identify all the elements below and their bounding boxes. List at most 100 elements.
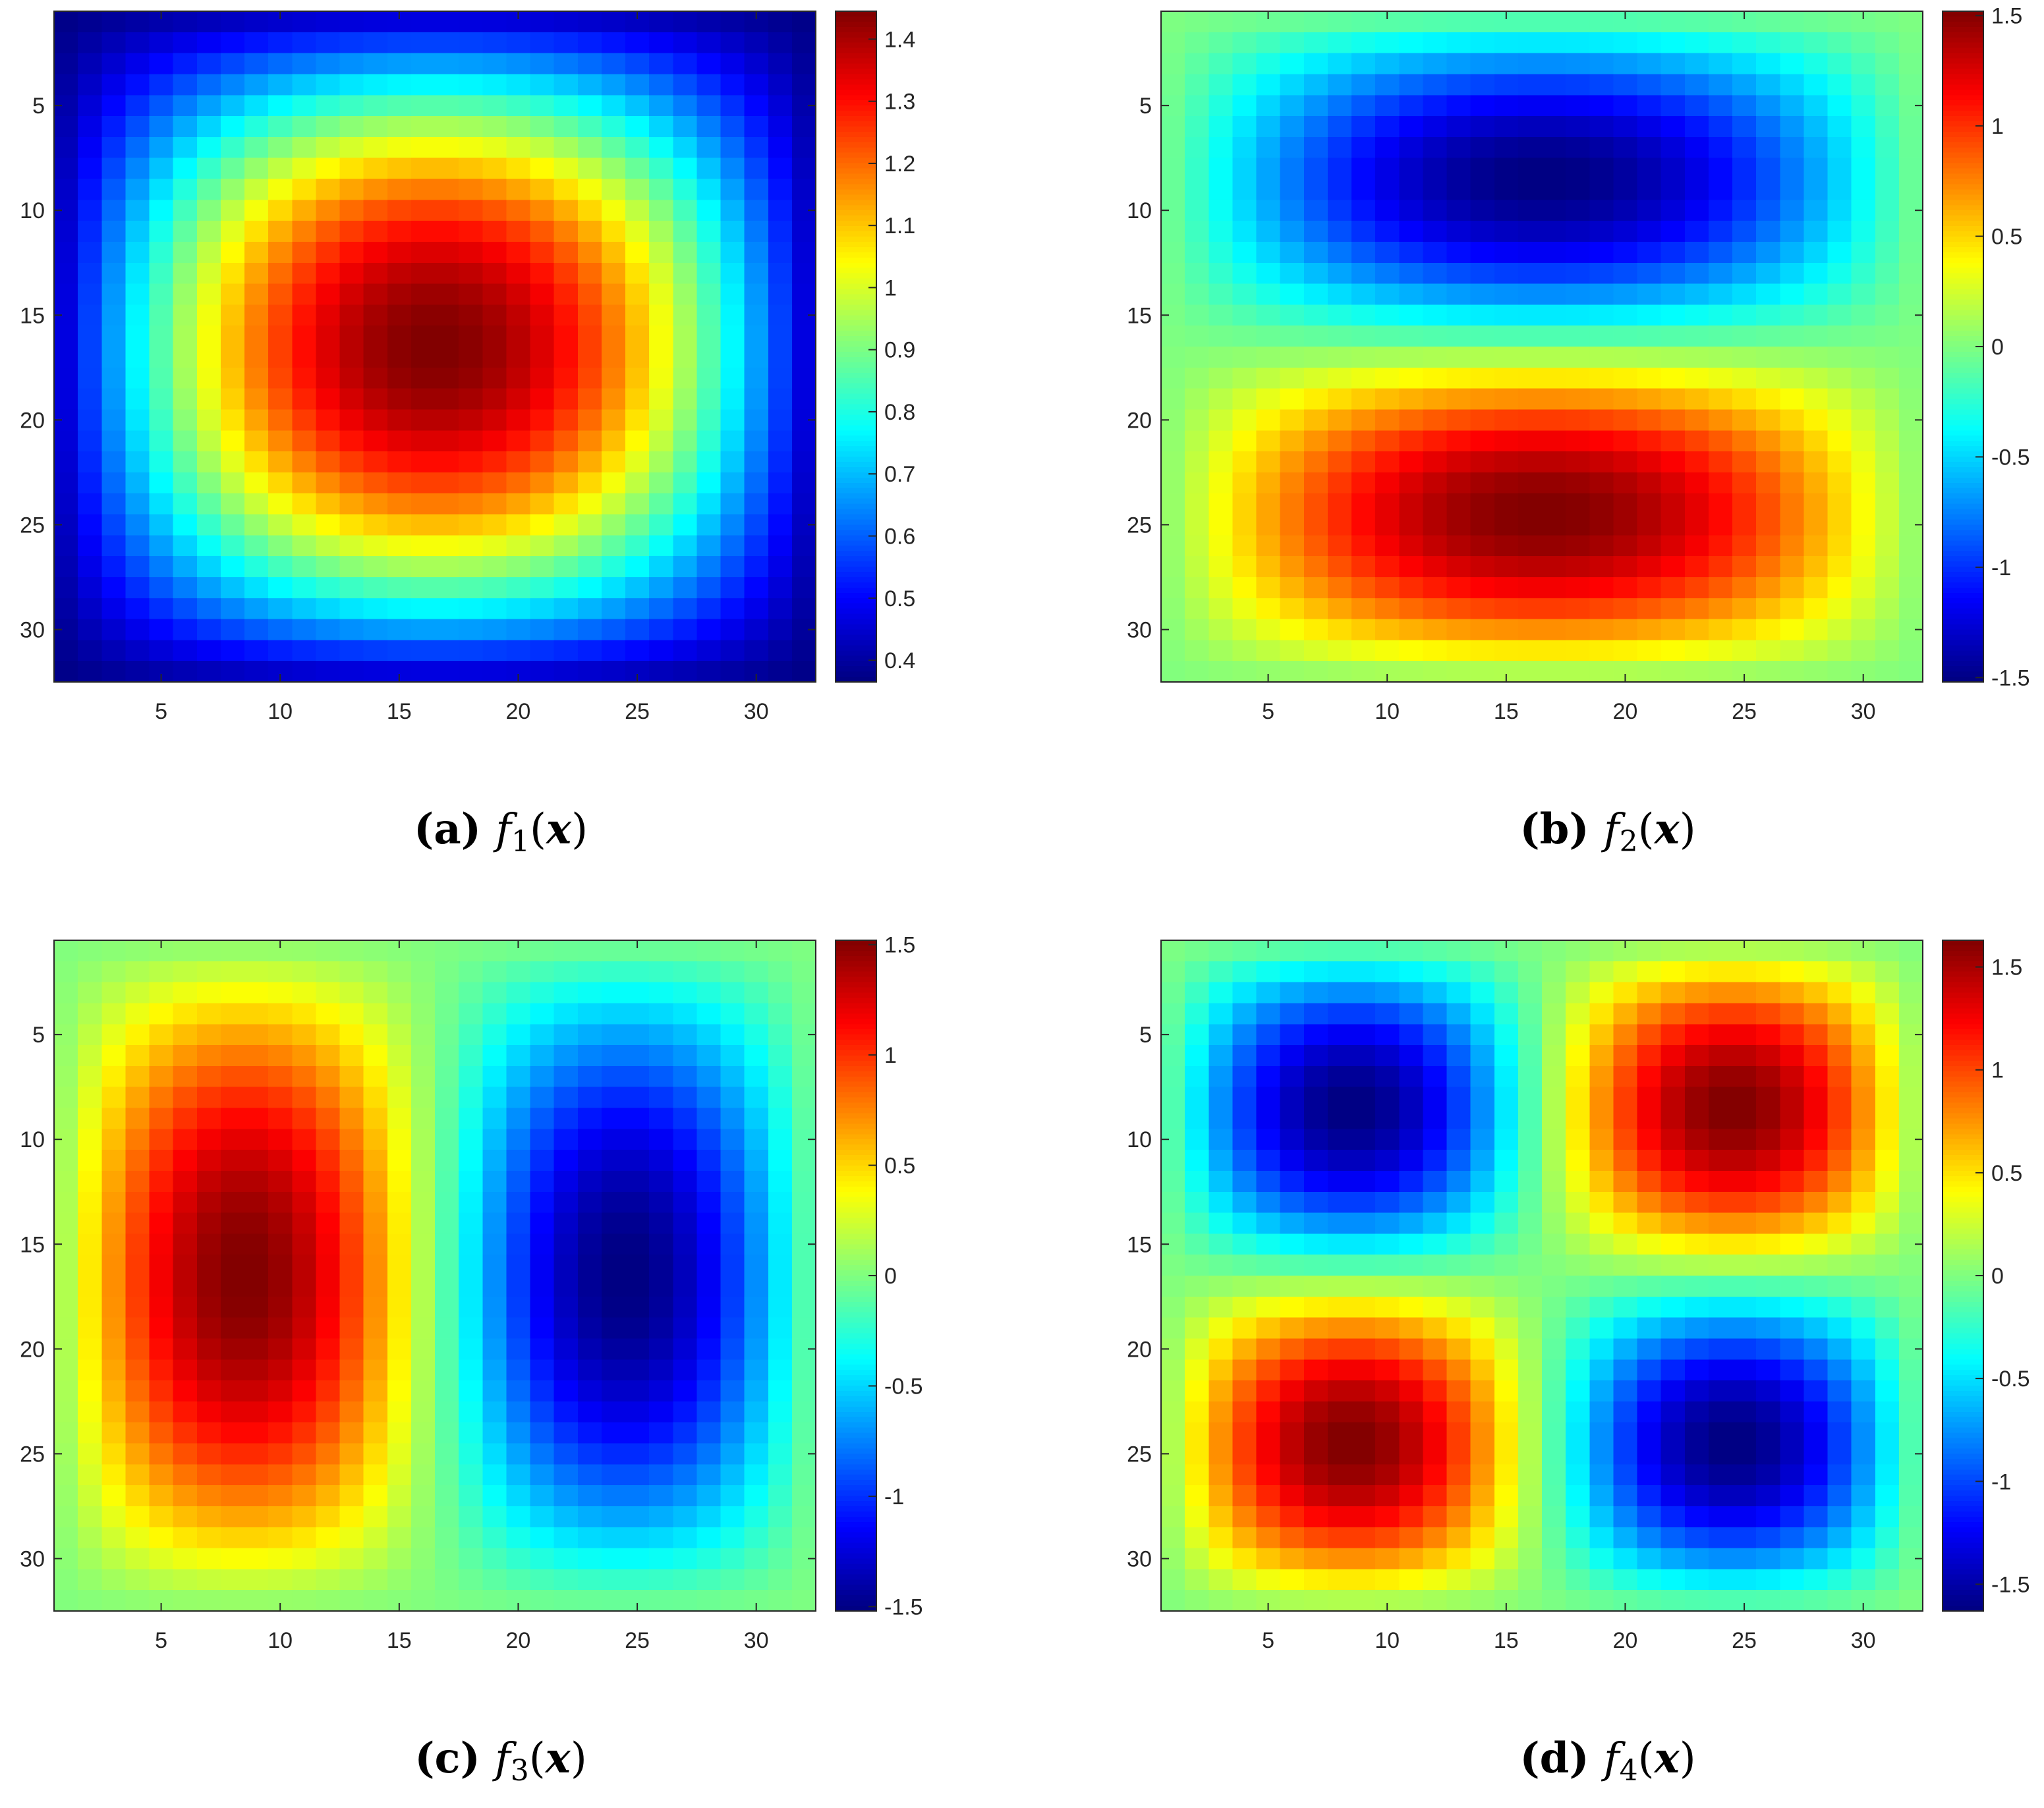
colorbar-step [1943,1260,1983,1266]
heatmap-cell [1208,940,1233,962]
colorbar-tick-label: 0.6 [884,524,915,549]
heatmap-cell [1518,179,1543,200]
heatmap-cell [482,1212,507,1234]
heatmap-cell [411,1045,436,1067]
heatmap-cell [1542,661,1566,683]
heatmap-cell [1351,1191,1376,1214]
heatmap-cell [1875,1422,1900,1444]
heatmap-cell [1613,619,1638,640]
colorbar-step [1943,194,1983,200]
heatmap-cell [1494,74,1519,96]
colorbar-step [1943,1019,1983,1025]
heatmap-cell [1470,1129,1495,1150]
heatmap-cell [1827,1464,1852,1486]
heatmap-cell [1518,1170,1543,1193]
heatmap-cell [506,241,531,264]
heatmap-cell [1232,116,1257,138]
heatmap-cell [554,598,579,620]
heatmap-cell [1232,1338,1257,1360]
heatmap-cell [601,1422,626,1444]
colorbar-step [836,378,876,384]
heatmap-cell [1327,1170,1352,1193]
heatmap-cell [78,1590,102,1612]
heatmap-cell [1756,1338,1780,1360]
heatmap-cell [1470,1024,1495,1046]
heatmap-cell [1684,577,1709,599]
colorbar-step [1943,1155,1983,1161]
heatmap-cell [1303,619,1328,640]
heatmap-cell [1232,556,1257,578]
heatmap-cell [1803,409,1829,431]
heatmap-cell [220,1212,245,1234]
colorbar-step [1943,1296,1983,1303]
heatmap-cell [173,325,198,347]
heatmap-cell [78,661,102,683]
colorbar-step [1943,378,1983,384]
heatmap-cell [649,514,673,536]
heatmap-cell [411,493,436,515]
heatmap-cell [673,1590,697,1612]
heatmap-cell [530,221,555,242]
heatmap-cell [530,940,555,962]
heatmap-cell [1208,11,1233,33]
heatmap-cell [649,304,673,326]
heatmap-cell [1518,598,1543,620]
heatmap-cell [1303,472,1328,494]
heatmap-cell [1399,136,1423,159]
colorbar-step [1943,587,1983,594]
heatmap-cell [1589,1191,1614,1214]
heatmap-cell [768,1003,793,1025]
heatmap-cell [1351,388,1376,410]
colorbar-step [1943,1134,1983,1140]
heatmap-cell [1399,961,1423,983]
heatmap-cell [101,1170,126,1193]
heatmap-cell [791,1170,816,1193]
heatmap-cell [1375,640,1400,662]
heatmap-cell [1613,95,1638,117]
heatmap-cell [268,32,293,54]
heatmap-cell [506,32,531,54]
colorbar-step [836,1322,876,1329]
heatmap-cell [1589,1129,1614,1150]
heatmap-cell [577,53,602,75]
heatmap-cell [268,1401,293,1423]
heatmap-cell [1827,241,1852,264]
heatmap-cell [1589,1359,1614,1381]
heatmap-cell [530,136,555,159]
colorbar-step [836,325,876,331]
colorbar-step [836,1040,876,1046]
heatmap-cell [1566,961,1590,983]
colorbar-step [1943,1055,1983,1061]
colorbar-step [1943,1170,1983,1177]
colorbar-step [836,136,876,143]
colorbar-step [836,310,876,316]
heatmap-cell [1256,409,1281,431]
heatmap-cell [1494,598,1519,620]
heatmap-cell [268,136,293,159]
colorbar-step [836,671,876,677]
heatmap-cell [1494,116,1519,138]
heatmap-cell [1446,74,1471,96]
heatmap-cell [1566,241,1590,264]
heatmap-cell [1756,1359,1780,1381]
heatmap-cell [720,472,745,494]
heatmap-cell [1756,640,1780,662]
heatmap-cell [601,556,626,578]
heatmap-cell [1708,262,1733,285]
heatmap-cell [435,961,459,983]
caption-close-paren: ) [571,1734,587,1783]
x-tick-label: 20 [1613,699,1638,724]
heatmap-cell [530,493,555,515]
heatmap-cell [625,157,650,180]
heatmap-cell [1827,577,1852,599]
heatmap-cell [435,1065,459,1088]
colorbar-step [1943,351,1983,358]
heatmap-cell [530,1212,555,1234]
colorbar-step [836,336,876,342]
heatmap-cell [744,1359,769,1381]
colorbar-step [836,940,876,946]
colorbar-frame [835,11,877,683]
heatmap-cell [1780,1150,1804,1172]
colorbar-step [836,592,876,599]
heatmap-cell [1708,1150,1733,1172]
